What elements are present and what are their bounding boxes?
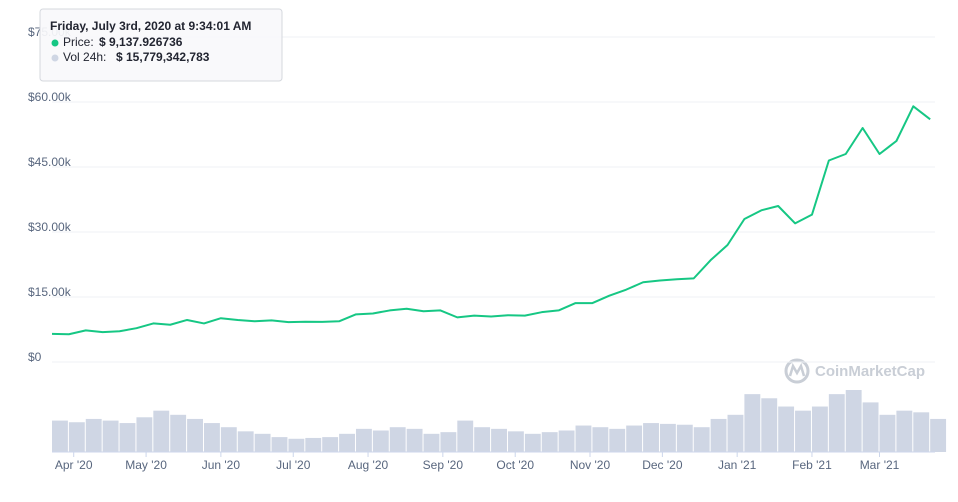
volume-bar	[524, 433, 541, 452]
legend-label: Vol 24h:	[63, 50, 106, 64]
volume-bar	[558, 430, 575, 452]
volume-bar	[68, 422, 85, 452]
volume-bar	[440, 432, 457, 452]
volume-bar	[52, 420, 68, 452]
volume-bar	[676, 424, 693, 452]
volume-bar	[136, 417, 153, 452]
volume-bar	[592, 427, 609, 452]
volume-bar	[170, 414, 187, 452]
tooltip-volume: $ 15,779,342,783	[116, 50, 210, 64]
volume-bar	[491, 428, 507, 452]
volume-bar	[355, 428, 372, 452]
volume-bar	[288, 438, 305, 452]
volume-bar	[203, 423, 220, 452]
volume-bar	[389, 427, 406, 452]
x-tick-label: Sep '20	[423, 458, 464, 472]
volume-bar	[254, 433, 271, 452]
volume-bar	[220, 427, 237, 452]
volume-bar	[795, 410, 811, 452]
volume-bar	[930, 418, 947, 452]
tooltip: Friday, July 3rd, 2020 at 9:34:01 AM Pri…	[39, 8, 283, 82]
volume-bar	[85, 418, 102, 452]
x-tick-label: Aug '20	[348, 458, 389, 472]
volume-bar	[879, 414, 896, 452]
x-tick-label: Jul '20	[276, 458, 311, 472]
x-tick-label: Jun '20	[202, 458, 241, 472]
volume-bar	[575, 425, 592, 452]
volume-bar	[474, 427, 491, 452]
x-tick-label: Feb '21	[792, 458, 832, 472]
volume-bar	[119, 423, 136, 452]
volume-bar	[845, 390, 862, 452]
y-tick-label: $60.00k	[28, 90, 72, 104]
volume-bar	[811, 406, 828, 452]
y-tick-label: $15.00k	[28, 285, 72, 299]
volume-bar	[913, 412, 930, 452]
volume-bar	[187, 418, 203, 452]
volume-bar	[406, 428, 423, 452]
watermark: CoinMarketCap	[784, 358, 925, 384]
volume-bar	[778, 406, 795, 452]
tooltip-price: $ 9,137.926736	[99, 35, 183, 49]
x-tick-label: Mar '21	[860, 458, 900, 472]
volume-bar	[541, 432, 558, 452]
volume-bar	[896, 410, 913, 452]
volume-bar	[507, 431, 524, 452]
y-tick-label: $30.00k	[28, 220, 72, 234]
x-tick-label: Nov '20	[570, 458, 611, 472]
volume-bar	[305, 437, 322, 452]
volume-bar	[828, 394, 845, 452]
watermark-logo-mark	[788, 362, 806, 377]
x-tick-label: Jan '21	[718, 458, 757, 472]
x-tick-label: Dec '20	[642, 458, 683, 472]
legend-label: Price:	[63, 35, 94, 49]
y-tick-label: $45.00k	[28, 155, 72, 169]
plot-area: $0$15.00k$30.00k$45.00k$60.00k$75.00kApr…	[28, 25, 947, 472]
volume-bar	[271, 437, 288, 452]
tooltip-box	[39, 8, 283, 82]
y-tick-label: $0	[28, 350, 42, 364]
volume-bar	[102, 420, 119, 452]
volume-bar	[372, 430, 389, 452]
volume-bar	[761, 398, 778, 452]
volume-bar	[693, 427, 710, 452]
volume-bar	[862, 402, 879, 452]
x-tick-label: May '20	[125, 458, 167, 472]
watermark-text: CoinMarketCap	[815, 363, 925, 380]
x-tick-label: Oct '20	[496, 458, 534, 472]
volume-bar	[457, 420, 474, 452]
watermark-logo	[784, 358, 810, 384]
volume-bar	[710, 418, 727, 452]
volume-bar	[339, 433, 355, 452]
tooltip-date: Friday, July 3rd, 2020 at 9:34:01 AM	[50, 19, 251, 33]
volume-bar	[643, 423, 659, 452]
volume-bar	[727, 414, 744, 452]
x-tick-label: Apr '20	[55, 458, 93, 472]
volume-bar	[423, 433, 440, 452]
legend-swatch	[51, 54, 59, 62]
volume-bar	[659, 423, 676, 452]
volume-bar	[626, 425, 643, 452]
legend-swatch	[51, 39, 59, 47]
volume-bar	[153, 410, 170, 452]
volume-bar	[609, 428, 626, 452]
volume-bar	[237, 431, 254, 452]
volume-bar	[322, 437, 339, 452]
volume-bar	[744, 394, 761, 452]
price-line	[51, 105, 931, 336]
